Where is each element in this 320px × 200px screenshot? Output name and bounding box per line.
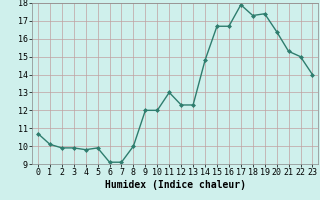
X-axis label: Humidex (Indice chaleur): Humidex (Indice chaleur) [105,180,246,190]
